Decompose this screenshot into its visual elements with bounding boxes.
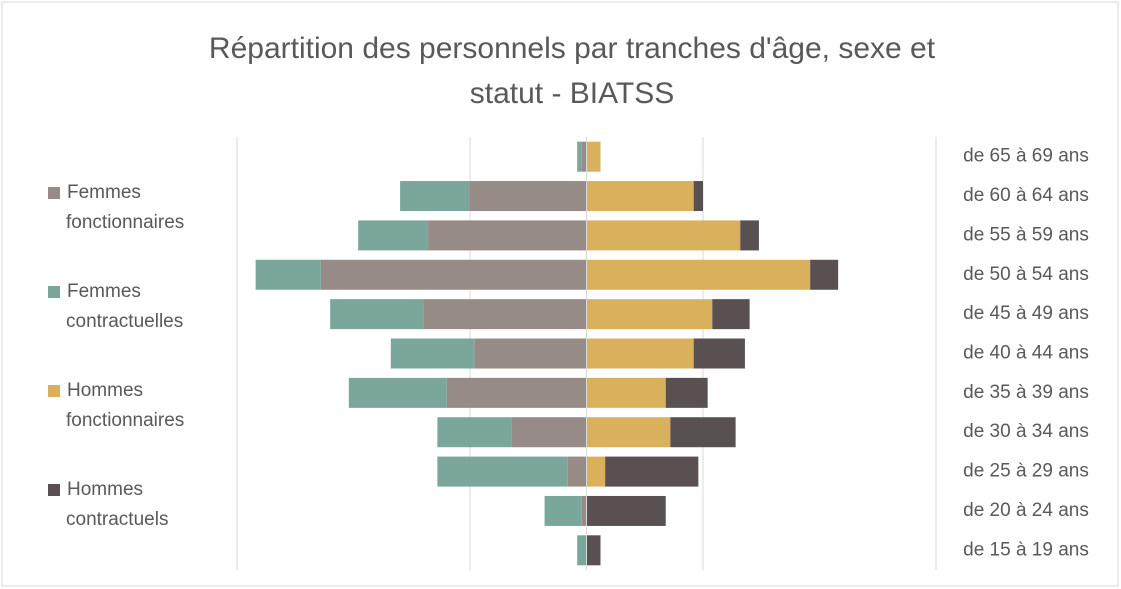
legend-swatch bbox=[48, 385, 60, 397]
bar bbox=[586, 417, 671, 448]
legend-label: Hommes bbox=[67, 479, 143, 500]
bar bbox=[586, 299, 713, 330]
category-label: de 35 à 39 ans bbox=[963, 382, 1089, 403]
bar bbox=[470, 181, 587, 212]
chart-title: Répartition des personnels par tranches … bbox=[209, 32, 936, 65]
legend-label: fonctionnaires bbox=[66, 212, 184, 233]
category-label: de 30 à 34 ans bbox=[963, 421, 1089, 442]
bar bbox=[577, 141, 582, 172]
chart-title: statut - BIATSS bbox=[470, 77, 675, 110]
bar bbox=[390, 338, 475, 369]
bar bbox=[665, 377, 708, 408]
bar bbox=[810, 259, 839, 290]
legend-label: Femmes bbox=[67, 281, 141, 302]
category-label: de 55 à 59 ans bbox=[963, 224, 1089, 245]
category-label: de 50 à 54 ans bbox=[963, 264, 1089, 285]
category-label: de 15 à 19 ans bbox=[963, 539, 1089, 560]
legend-swatch bbox=[48, 187, 60, 199]
legend-label: Hommes bbox=[67, 380, 143, 401]
bar bbox=[437, 417, 512, 448]
bar bbox=[586, 338, 694, 369]
legend-label: contractuelles bbox=[66, 311, 183, 332]
category-label: de 20 à 24 ans bbox=[963, 500, 1089, 521]
bar bbox=[358, 220, 429, 251]
bar bbox=[581, 141, 587, 172]
bar bbox=[693, 181, 703, 212]
legend-swatch bbox=[48, 286, 60, 298]
bar bbox=[544, 495, 582, 526]
bar bbox=[567, 456, 587, 487]
category-label: de 40 à 44 ans bbox=[963, 343, 1089, 364]
bar bbox=[586, 181, 694, 212]
bar bbox=[586, 141, 601, 172]
bar bbox=[511, 417, 587, 448]
bar bbox=[320, 259, 587, 290]
bar bbox=[670, 417, 736, 448]
category-label: de 45 à 49 ans bbox=[963, 303, 1089, 324]
bar bbox=[423, 299, 587, 330]
bar bbox=[586, 220, 741, 251]
legend-label: Femmes bbox=[67, 182, 141, 203]
category-label: de 25 à 29 ans bbox=[963, 461, 1089, 482]
bar bbox=[255, 259, 321, 290]
category-label: de 60 à 64 ans bbox=[963, 185, 1089, 206]
bar bbox=[586, 495, 666, 526]
bar bbox=[428, 220, 587, 251]
bar bbox=[474, 338, 587, 369]
bar bbox=[330, 299, 424, 330]
bar bbox=[740, 220, 759, 251]
legend-swatch bbox=[48, 484, 60, 496]
bar bbox=[605, 456, 699, 487]
bar bbox=[586, 259, 811, 290]
bar bbox=[581, 495, 587, 526]
bar bbox=[586, 377, 666, 408]
bar bbox=[693, 338, 745, 369]
bar bbox=[586, 535, 601, 566]
category-label: de 65 à 69 ans bbox=[963, 146, 1089, 167]
bar bbox=[348, 377, 447, 408]
legend-label: fonctionnaires bbox=[66, 410, 184, 431]
bar bbox=[712, 299, 750, 330]
bar bbox=[400, 181, 470, 212]
bar bbox=[437, 456, 568, 487]
bar bbox=[577, 535, 587, 566]
bar bbox=[446, 377, 587, 408]
bar bbox=[586, 456, 606, 487]
legend-label: contractuels bbox=[66, 509, 168, 530]
